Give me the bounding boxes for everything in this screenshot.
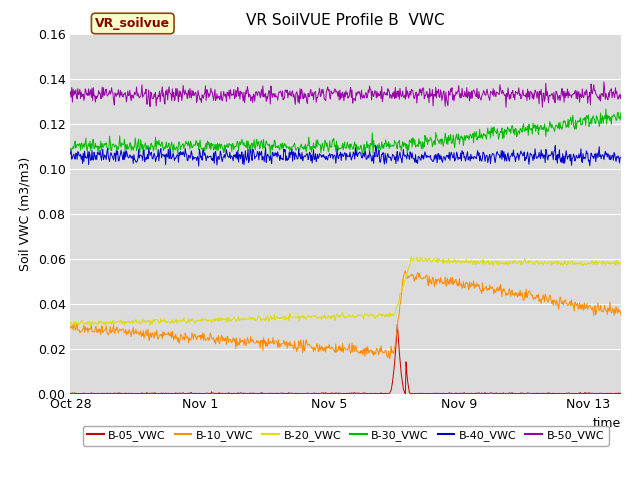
B-20_VWC bbox=[399, 285, 406, 290]
B-30_VWC bbox=[602, 106, 610, 112]
B-30_VWC bbox=[178, 143, 186, 149]
B-50_VWC bbox=[539, 104, 547, 110]
B-10_VWC bbox=[141, 333, 148, 338]
B-50_VWC bbox=[487, 89, 495, 95]
B-40_VWC bbox=[352, 153, 360, 158]
B-40_VWC bbox=[141, 159, 148, 165]
B-10_VWC bbox=[489, 284, 497, 290]
B-05_VWC bbox=[179, 390, 186, 396]
B-20_VWC bbox=[489, 260, 497, 266]
B-50_VWC bbox=[178, 98, 186, 104]
B-30_VWC bbox=[488, 130, 495, 136]
B-10_VWC bbox=[351, 346, 359, 351]
B-40_VWC bbox=[372, 143, 380, 148]
B-40_VWC bbox=[399, 146, 407, 152]
B-30_VWC bbox=[617, 110, 625, 116]
B-40_VWC bbox=[178, 150, 186, 156]
B-40_VWC bbox=[67, 151, 74, 157]
B-10_VWC bbox=[67, 325, 74, 331]
B-05_VWC bbox=[617, 391, 625, 396]
B-50_VWC bbox=[129, 96, 137, 101]
B-50_VWC bbox=[617, 92, 625, 97]
B-10_VWC bbox=[617, 312, 625, 318]
B-20_VWC bbox=[87, 323, 95, 329]
B-30_VWC bbox=[399, 139, 406, 144]
Line: B-40_VWC: B-40_VWC bbox=[70, 145, 621, 166]
B-05_VWC bbox=[352, 390, 360, 396]
B-10_VWC bbox=[386, 356, 394, 361]
B-20_VWC bbox=[130, 320, 138, 326]
Y-axis label: Soil VWC (m3/m3): Soil VWC (m3/m3) bbox=[19, 156, 32, 271]
B-30_VWC bbox=[351, 145, 359, 151]
B-20_VWC bbox=[67, 322, 74, 327]
B-40_VWC bbox=[617, 155, 625, 160]
B-50_VWC bbox=[67, 89, 74, 95]
B-20_VWC bbox=[352, 314, 360, 320]
B-50_VWC bbox=[600, 79, 608, 85]
B-30_VWC bbox=[67, 146, 74, 152]
B-10_VWC bbox=[129, 324, 137, 330]
Line: B-05_VWC: B-05_VWC bbox=[70, 324, 621, 394]
B-05_VWC bbox=[399, 386, 407, 392]
B-05_VWC bbox=[394, 322, 401, 327]
B-05_VWC bbox=[67, 391, 74, 396]
Legend: B-05_VWC, B-10_VWC, B-20_VWC, B-30_VWC, B-40_VWC, B-50_VWC: B-05_VWC, B-10_VWC, B-20_VWC, B-30_VWC, … bbox=[83, 426, 609, 445]
B-10_VWC bbox=[178, 333, 186, 338]
X-axis label: time: time bbox=[593, 417, 621, 430]
B-20_VWC bbox=[617, 261, 625, 266]
B-30_VWC bbox=[141, 142, 148, 148]
Title: VR SoilVUE Profile B  VWC: VR SoilVUE Profile B VWC bbox=[246, 13, 445, 28]
Line: B-30_VWC: B-30_VWC bbox=[70, 109, 621, 156]
B-20_VWC bbox=[408, 254, 415, 260]
B-05_VWC bbox=[489, 391, 497, 396]
B-10_VWC bbox=[399, 278, 406, 284]
B-05_VWC bbox=[141, 391, 149, 396]
B-20_VWC bbox=[141, 317, 149, 323]
B-40_VWC bbox=[489, 150, 497, 156]
B-10_VWC bbox=[401, 268, 409, 274]
B-40_VWC bbox=[129, 160, 137, 166]
B-05_VWC bbox=[67, 391, 75, 396]
B-50_VWC bbox=[351, 98, 359, 104]
Text: VR_soilvue: VR_soilvue bbox=[95, 17, 170, 30]
Line: B-20_VWC: B-20_VWC bbox=[70, 257, 621, 326]
Line: B-10_VWC: B-10_VWC bbox=[70, 271, 621, 359]
B-05_VWC bbox=[130, 391, 138, 396]
B-50_VWC bbox=[141, 90, 148, 96]
B-50_VWC bbox=[398, 93, 406, 98]
B-30_VWC bbox=[129, 147, 137, 153]
B-20_VWC bbox=[179, 316, 186, 322]
Line: B-50_VWC: B-50_VWC bbox=[70, 82, 621, 107]
B-30_VWC bbox=[361, 153, 369, 158]
B-40_VWC bbox=[195, 163, 202, 169]
